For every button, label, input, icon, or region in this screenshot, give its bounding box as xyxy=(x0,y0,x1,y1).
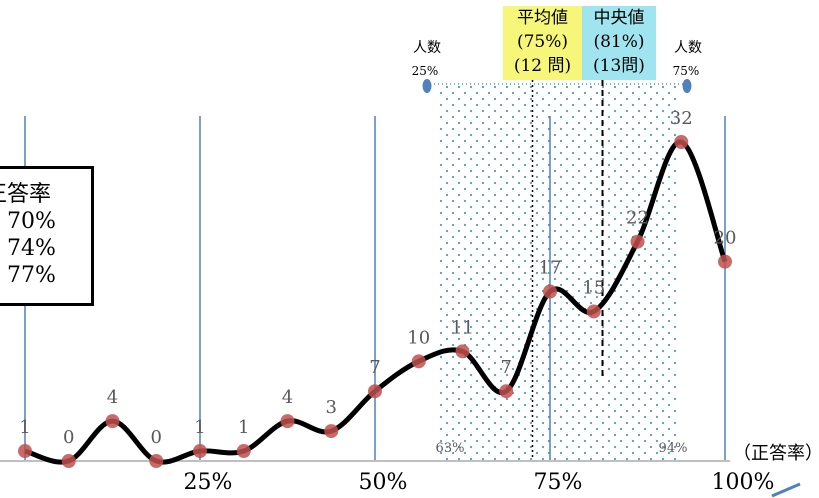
data-point xyxy=(18,444,32,459)
quartile-right-percent: 75% xyxy=(673,64,700,78)
x-tick-label: 100% xyxy=(712,470,775,495)
data-point xyxy=(193,444,207,459)
quartile-left-percent: 25% xyxy=(412,64,439,78)
data-label: 0 xyxy=(151,427,162,448)
data-point xyxy=(368,384,382,399)
data-label: 0 xyxy=(63,427,74,448)
mean-label-count: (12 問) xyxy=(513,56,572,76)
quartile-right-marker xyxy=(682,79,692,93)
mean-label: 平均値 (75%) (12 問) xyxy=(503,6,582,80)
data-point xyxy=(674,135,689,149)
data-label: 32 xyxy=(670,108,693,129)
data-point xyxy=(586,304,601,319)
data-point xyxy=(324,424,339,439)
data-label: 1 xyxy=(19,417,30,438)
x-tick-label: 75% xyxy=(534,470,583,495)
data-label: 15 xyxy=(582,277,605,298)
data-point xyxy=(149,454,164,468)
data-point xyxy=(105,414,120,429)
median-label-percent: (81%) xyxy=(593,32,645,52)
quartile-left-title: 人数 xyxy=(413,40,441,56)
legend-box-line-1: 70% xyxy=(7,209,56,234)
data-label: 11 xyxy=(451,317,474,338)
quartile-left-marker xyxy=(422,79,432,93)
band-left-label: 63% xyxy=(436,441,465,456)
data-point xyxy=(543,284,557,299)
legend-box-title: 正答率 xyxy=(0,182,52,207)
data-point xyxy=(718,254,732,269)
data-point xyxy=(411,354,426,369)
legend-box-line-3: 77% xyxy=(7,263,56,288)
data-label: 4 xyxy=(282,387,293,408)
median-label-title: 中央値 xyxy=(593,8,645,28)
data-point xyxy=(280,414,295,429)
data-point xyxy=(499,384,514,399)
data-label: 20 xyxy=(714,228,737,249)
mean-label-title: 平均値 xyxy=(517,8,568,28)
median-label: 中央値 (81%) (13問) xyxy=(582,6,656,80)
data-label: 17 xyxy=(539,258,562,279)
data-point xyxy=(630,234,645,249)
quartile-right-title: 人数 xyxy=(674,40,702,56)
data-point xyxy=(61,454,76,468)
data-label: 7 xyxy=(369,357,380,378)
axis-arrow-hint xyxy=(771,482,801,498)
data-label: 1 xyxy=(238,417,249,438)
data-label: 3 xyxy=(326,397,337,418)
data-point xyxy=(455,344,470,359)
data-label: 4 xyxy=(107,387,118,408)
mean-label-percent: (75%) xyxy=(516,32,569,52)
data-label: 10 xyxy=(407,327,430,348)
band-right-label: 94% xyxy=(659,441,688,456)
data-label: 1 xyxy=(194,417,205,438)
median-label-count: (13問) xyxy=(593,56,645,76)
x-tick-label: 25% xyxy=(184,470,233,495)
data-label: 22 xyxy=(626,208,649,229)
x-axis-label: （正答率） xyxy=(733,443,819,464)
data-label: 7 xyxy=(501,357,512,378)
legend-box-line-2: 74% xyxy=(7,236,56,261)
quartile-band xyxy=(438,84,676,461)
x-tick-label: 50% xyxy=(359,470,408,495)
data-point xyxy=(236,444,251,459)
legend-box: 正答率 70% 74% 77% xyxy=(0,166,94,306)
